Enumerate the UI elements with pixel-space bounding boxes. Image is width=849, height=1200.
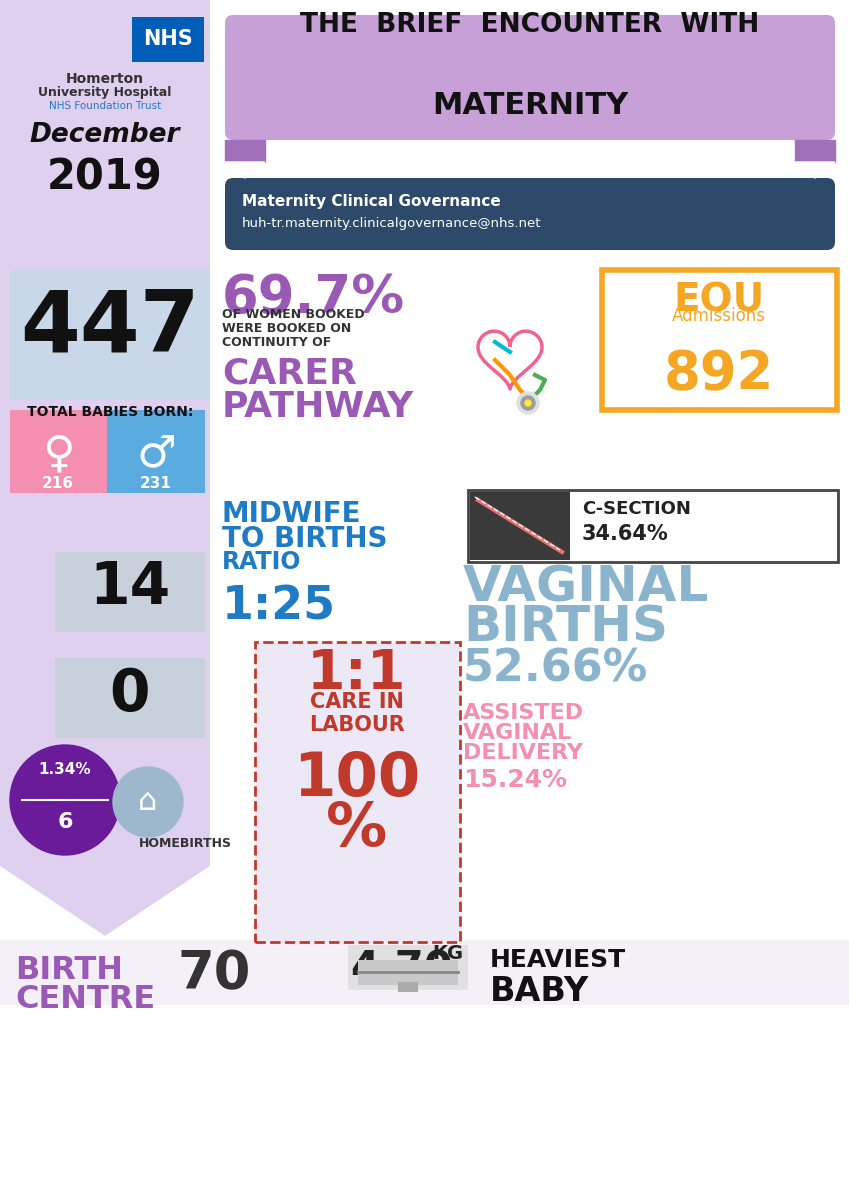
FancyBboxPatch shape: [398, 982, 418, 992]
FancyBboxPatch shape: [107, 473, 205, 493]
Text: 216: 216: [42, 475, 74, 491]
FancyBboxPatch shape: [225, 14, 835, 140]
Text: VAGINAL: VAGINAL: [463, 722, 572, 743]
Text: ASSISTED: ASSISTED: [463, 703, 584, 722]
Text: 1:1: 1:1: [307, 647, 407, 701]
Text: 6: 6: [57, 812, 73, 832]
FancyBboxPatch shape: [602, 270, 837, 410]
FancyBboxPatch shape: [255, 642, 460, 942]
FancyBboxPatch shape: [55, 552, 205, 632]
FancyBboxPatch shape: [132, 17, 204, 62]
Text: HEAVIEST: HEAVIEST: [490, 948, 626, 972]
Text: PATHWAY: PATHWAY: [222, 390, 414, 424]
Text: VAGINAL: VAGINAL: [463, 563, 710, 611]
Text: Maternity Clinical Governance: Maternity Clinical Governance: [242, 194, 501, 209]
Circle shape: [521, 396, 535, 410]
Text: December: December: [30, 122, 180, 148]
Text: 231: 231: [140, 475, 172, 491]
Text: ♂: ♂: [136, 432, 176, 475]
Text: MATERNITY: MATERNITY: [432, 90, 628, 120]
Text: 15.24%: 15.24%: [463, 768, 567, 792]
Text: NHS Foundation Trust: NHS Foundation Trust: [49, 101, 161, 110]
Circle shape: [525, 400, 531, 406]
Text: TOTAL BABIES BORN:: TOTAL BABIES BORN:: [27, 404, 194, 419]
Polygon shape: [225, 140, 265, 162]
Text: WERE BOOKED ON: WERE BOOKED ON: [222, 322, 351, 335]
Circle shape: [10, 745, 120, 854]
Text: 447: 447: [20, 287, 200, 370]
FancyBboxPatch shape: [0, 0, 210, 865]
Text: 1.34%: 1.34%: [39, 762, 92, 778]
Text: 1:25: 1:25: [222, 584, 336, 630]
Text: BABY: BABY: [490, 974, 589, 1008]
Circle shape: [113, 767, 183, 838]
Circle shape: [517, 392, 539, 414]
FancyBboxPatch shape: [358, 960, 458, 985]
Text: 100: 100: [294, 750, 420, 809]
Text: 69.7%: 69.7%: [222, 272, 405, 324]
Text: 34.64%: 34.64%: [582, 524, 669, 544]
Text: DELIVERY: DELIVERY: [463, 743, 583, 763]
Text: 14: 14: [89, 558, 171, 616]
Text: 2019: 2019: [48, 157, 163, 199]
FancyBboxPatch shape: [107, 410, 205, 485]
Text: ♀: ♀: [42, 432, 75, 475]
Text: TO BIRTHS: TO BIRTHS: [222, 526, 387, 553]
Text: OF WOMEN BOOKED: OF WOMEN BOOKED: [222, 308, 364, 320]
Text: MIDWIFE: MIDWIFE: [222, 500, 362, 528]
FancyBboxPatch shape: [55, 658, 205, 738]
Text: LABOUR: LABOUR: [309, 715, 405, 734]
Text: BIRTHS: BIRTHS: [463, 602, 668, 650]
Text: HOMEBIRTHS: HOMEBIRTHS: [138, 838, 232, 850]
Text: CENTRE: CENTRE: [15, 984, 155, 1015]
Text: Admissions: Admissions: [672, 307, 766, 325]
Text: THE  BRIEF  ENCOUNTER  WITH: THE BRIEF ENCOUNTER WITH: [301, 12, 760, 38]
FancyBboxPatch shape: [225, 178, 835, 250]
Text: EOU: EOU: [673, 282, 765, 320]
Text: CARER: CARER: [222, 358, 357, 391]
FancyBboxPatch shape: [10, 270, 210, 400]
Text: 892: 892: [664, 348, 774, 400]
Text: 0: 0: [110, 666, 150, 722]
FancyBboxPatch shape: [348, 946, 468, 990]
Polygon shape: [795, 140, 835, 162]
Text: huh-tr.maternity.clinicalgovernance@nhs.net: huh-tr.maternity.clinicalgovernance@nhs.…: [242, 217, 542, 230]
Polygon shape: [225, 162, 265, 178]
FancyBboxPatch shape: [468, 490, 838, 562]
Text: KG: KG: [432, 944, 463, 962]
Polygon shape: [795, 162, 835, 178]
Text: NHS: NHS: [143, 29, 193, 49]
FancyBboxPatch shape: [10, 410, 107, 485]
FancyBboxPatch shape: [10, 473, 107, 493]
Text: %: %: [326, 800, 388, 859]
Text: 4.70: 4.70: [350, 948, 453, 990]
Text: CONTINUITY OF: CONTINUITY OF: [222, 336, 331, 349]
Text: RATIO: RATIO: [222, 550, 301, 574]
Text: 52.66%: 52.66%: [463, 648, 649, 691]
Text: C-SECTION: C-SECTION: [582, 500, 691, 518]
Text: 70: 70: [178, 948, 251, 1000]
Text: University Hospital: University Hospital: [38, 86, 171, 98]
FancyBboxPatch shape: [0, 940, 849, 1006]
Text: BIRTH: BIRTH: [15, 955, 123, 986]
Polygon shape: [0, 865, 210, 935]
Text: Homerton: Homerton: [66, 72, 144, 86]
FancyBboxPatch shape: [470, 492, 570, 560]
Text: ⌂: ⌂: [138, 787, 158, 816]
Text: CARE IN: CARE IN: [310, 692, 404, 712]
